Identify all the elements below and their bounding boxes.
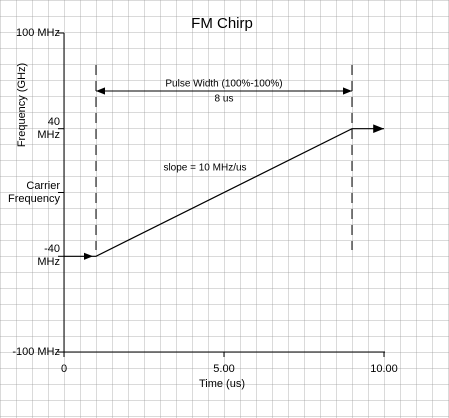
y-tick-label: 100 MHz	[15, 26, 60, 39]
chart-title: FM Chirp	[191, 15, 253, 32]
series-line	[64, 124, 384, 257]
annotation: 8 us	[215, 94, 234, 105]
y-tick-label: -100 MHz	[12, 345, 60, 358]
x-tick-label: 5.00	[213, 363, 234, 375]
x-tick-label: 0	[61, 363, 67, 375]
y-tick-label: Carrier Frequency	[8, 179, 60, 205]
x-axis-label: Time (us)	[199, 378, 245, 390]
y-tick-label: 40 MHz	[37, 115, 60, 141]
annotation: slope = 10 MHz/us	[163, 163, 246, 174]
x-tick-label: 10.00	[370, 363, 398, 375]
y-tick-label: -40 MHz	[37, 243, 60, 269]
y-axis-label: Frequency (GHz)	[16, 63, 28, 147]
annotation: Pulse Width (100%-100%)	[165, 79, 282, 90]
